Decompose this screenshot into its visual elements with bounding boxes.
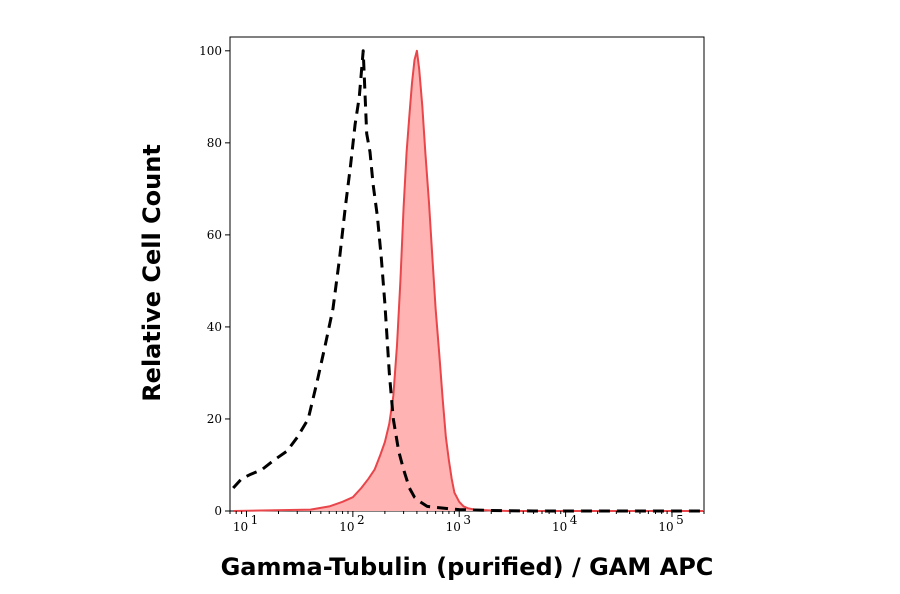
y-tick-label: 60 <box>207 228 222 242</box>
x-tick-exponent: 4 <box>570 513 578 527</box>
x-tick-exponent: 5 <box>676 513 684 527</box>
series-layer <box>232 49 704 513</box>
x-tick-exponent: 2 <box>357 513 365 527</box>
x-tick-exponent: 1 <box>251 513 259 527</box>
y-axis-ticks: 0 20 40 60 80 100 <box>199 44 230 518</box>
y-tick-label: 40 <box>207 320 222 334</box>
x-axis-ticks: 10 1 10 2 10 3 10 4 10 5 <box>229 511 705 534</box>
x-axis-title: Gamma-Tubulin (purified) / GAM APC <box>221 553 714 581</box>
y-tick-label: 100 <box>199 44 222 58</box>
plot-frame <box>229 36 705 512</box>
x-tick-label: 10 <box>552 520 567 534</box>
series-1-area <box>233 50 704 512</box>
series-1-line <box>233 49 704 512</box>
y-axis-title: Relative Cell Count <box>138 144 166 402</box>
y-tick-label: 20 <box>207 412 222 426</box>
y-tick-label: 80 <box>207 136 222 150</box>
series-0-line <box>232 49 704 513</box>
y-tick-label: 0 <box>214 504 222 518</box>
x-tick-label: 10 <box>339 520 354 534</box>
x-tick-exponent: 3 <box>463 513 471 527</box>
x-tick-label: 10 <box>233 520 248 534</box>
x-tick-label: 10 <box>658 520 673 534</box>
x-tick-label: 10 <box>446 520 461 534</box>
